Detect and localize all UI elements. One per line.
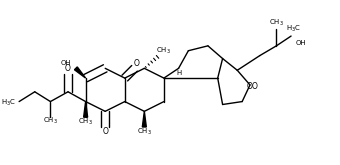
Text: H$_3$C: H$_3$C	[1, 98, 16, 108]
Text: OH: OH	[296, 40, 307, 46]
Text: O: O	[252, 82, 258, 91]
Text: CH$_3$: CH$_3$	[78, 117, 93, 127]
Text: O: O	[65, 64, 71, 73]
Text: OH: OH	[60, 60, 71, 66]
Text: O: O	[247, 82, 253, 91]
Text: O: O	[102, 127, 108, 136]
Text: H$_3$C: H$_3$C	[286, 24, 301, 34]
Text: O: O	[134, 59, 139, 68]
Polygon shape	[142, 111, 146, 127]
Text: CH$_3$: CH$_3$	[269, 18, 284, 28]
Text: CH$_3$: CH$_3$	[137, 127, 152, 137]
Text: CH$_3$: CH$_3$	[156, 46, 171, 56]
Text: H: H	[176, 70, 181, 76]
Polygon shape	[84, 102, 88, 117]
Polygon shape	[74, 67, 86, 78]
Text: CH$_3$: CH$_3$	[43, 116, 58, 126]
